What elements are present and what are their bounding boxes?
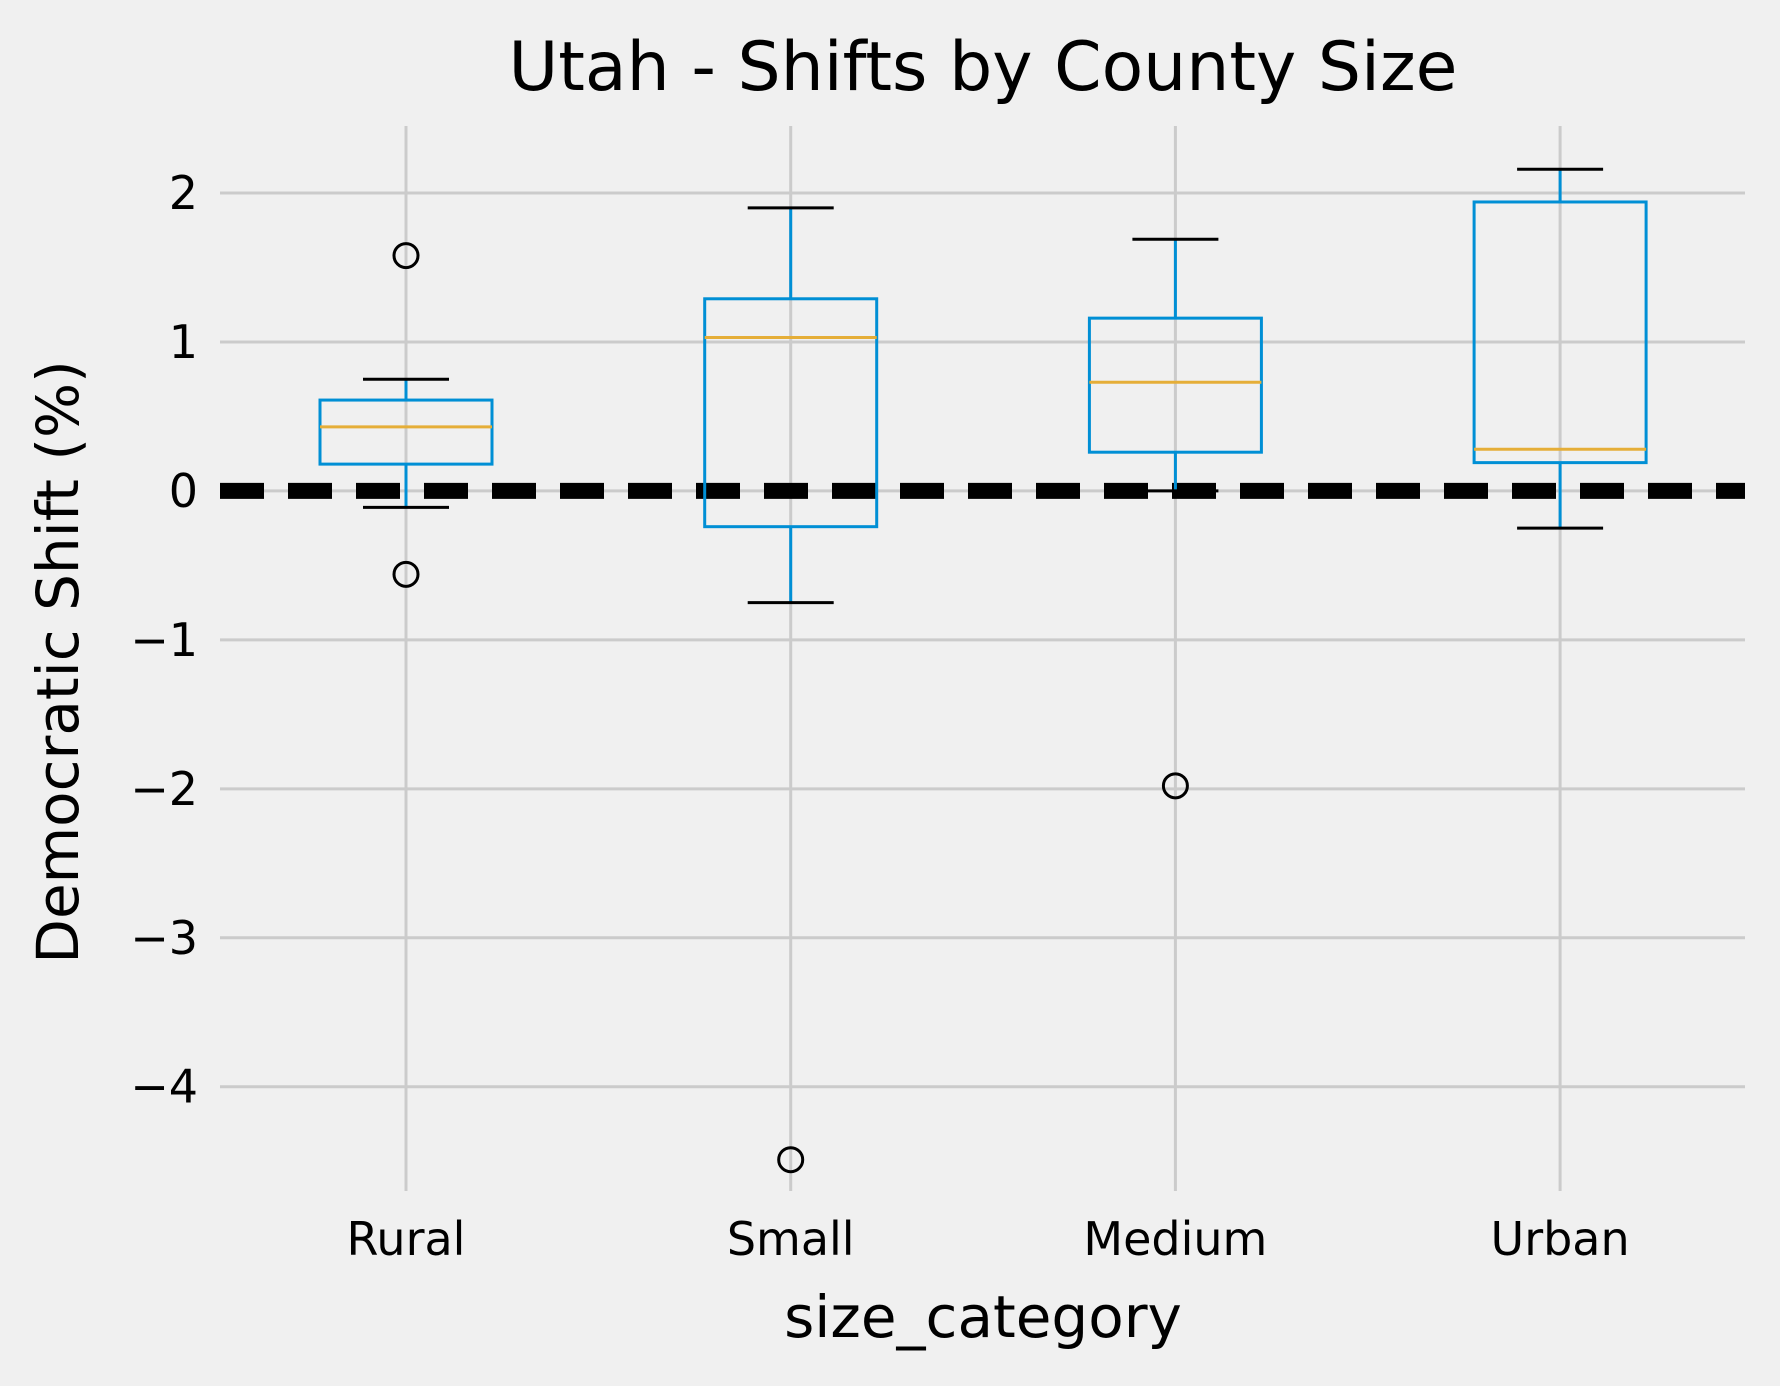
x-axis-label: size_category <box>784 1283 1182 1351</box>
x-tick-labels: Rural Small Medium Urban <box>347 1212 1630 1266</box>
outlier-point <box>392 242 420 270</box>
box-small <box>703 206 879 1174</box>
iqr-box <box>1087 316 1263 454</box>
y-tick-label: −3 <box>130 911 198 965</box>
y-axis-label: Democratic Shift (%) <box>24 360 92 963</box>
iqr-box <box>703 297 879 529</box>
outlier-point <box>777 1146 805 1174</box>
box-urban <box>1472 167 1648 530</box>
iqr-box <box>1472 200 1648 465</box>
y-tick-label: −1 <box>130 613 198 667</box>
outlier-point <box>392 560 420 588</box>
box-rural <box>318 242 494 588</box>
y-tick-label: −4 <box>130 1060 198 1114</box>
y-tick-labels: −4 −3 −2 −1 0 1 2 <box>130 166 198 1114</box>
x-tick-label: Rural <box>347 1212 466 1266</box>
chart-title: Utah - Shifts by County Size <box>509 28 1458 107</box>
y-tick-label: −2 <box>130 762 198 816</box>
outlier-point <box>1161 772 1189 800</box>
y-tick-label: 0 <box>169 464 198 518</box>
iqr-box <box>318 398 494 466</box>
x-tick-label: Urban <box>1491 1212 1630 1266</box>
box-medium <box>1087 237 1263 800</box>
x-tick-label: Medium <box>1083 1212 1267 1266</box>
y-tick-label: 2 <box>169 166 198 220</box>
x-tick-label: Small <box>727 1212 855 1266</box>
y-tick-label: 1 <box>169 315 198 369</box>
boxes-layer <box>318 167 1648 1174</box>
